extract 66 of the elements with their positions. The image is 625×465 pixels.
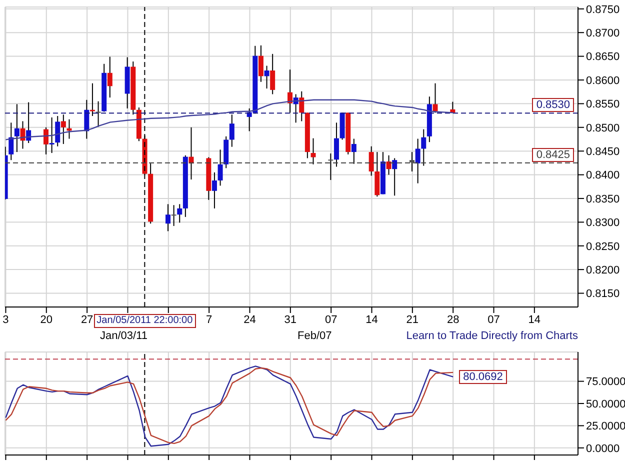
y-tick-label: 0.8700: [586, 27, 620, 40]
x-tick-label: 20: [40, 314, 53, 326]
candlestick: [351, 138, 356, 164]
y-tick-label: 0.8650: [586, 51, 620, 64]
candlestick: [368, 146, 374, 176]
ref-line-label: 0.8530: [532, 98, 574, 112]
x-tick-label: 7: [206, 314, 212, 326]
annotation: 80.0692: [459, 370, 507, 384]
candlestick: [14, 104, 20, 153]
y-tick-label: 0.8750: [586, 4, 620, 16]
candlestick: [218, 149, 223, 186]
candlestick: [212, 172, 217, 209]
candlestick: [49, 116, 54, 154]
candlestick: [270, 53, 276, 95]
candlestick: [374, 152, 380, 198]
x-tick-label: 14: [528, 314, 541, 326]
candlestick: [392, 158, 398, 196]
text: Jan/03/11: [100, 330, 148, 342]
x-tick-label: 07: [324, 314, 338, 326]
x-tick-label: 07: [488, 314, 500, 326]
y-tick-label: 0.8550: [586, 98, 620, 111]
candlestick: [60, 114, 66, 144]
x-tick-label: 27: [80, 314, 94, 326]
candlestick: [96, 100, 101, 128]
y-tick-label: 25.0000: [586, 420, 625, 433]
candlestick: [8, 122, 14, 161]
candlestick: [258, 44, 264, 82]
x-tick-label: 31: [284, 314, 297, 326]
text: Feb/07: [298, 330, 332, 342]
candlestick: [166, 204, 170, 232]
candlestick: [264, 65, 270, 90]
text: Learn to Trade Directly from Charts: [406, 330, 578, 342]
candlestick: [43, 126, 48, 155]
y-tick-label: 0.0000: [586, 442, 620, 455]
x-tick-label: 28: [446, 314, 460, 326]
y-tick-label: 50.0000: [586, 398, 625, 410]
candlestick: [328, 152, 334, 180]
candlestick: [107, 56, 112, 98]
y-tick-label: 0.8300: [586, 217, 620, 230]
x-tick-label: 24: [244, 314, 256, 326]
x-tick-label: 21: [406, 314, 419, 326]
candlestick: [421, 128, 426, 166]
candlestick: [410, 152, 415, 172]
candlestick: [310, 138, 316, 165]
ref-line-label: Jan/05/2011 22:00:00: [94, 314, 196, 328]
candlestick: [415, 138, 420, 184]
candlestick: [229, 114, 234, 148]
candlestick: [334, 122, 339, 168]
y-tick-label: 75.0000: [586, 376, 625, 388]
ref-line-label: 0.8425: [532, 148, 574, 162]
y-tick-label: 0.8250: [586, 240, 620, 253]
candlestick: [386, 154, 392, 176]
candlestick: [55, 116, 60, 147]
candlestick: [432, 82, 438, 114]
candlestick: [90, 82, 95, 117]
candlestick: [177, 204, 182, 224]
y-tick-label: 0.8200: [586, 264, 620, 276]
y-tick-label: 0.8400: [586, 170, 620, 182]
y-tick-label: 0.8350: [586, 193, 620, 206]
y-tick-label: 0.8600: [586, 74, 620, 87]
x-tick-label: 3: [2, 314, 9, 326]
y-tick-label: 0.8450: [586, 146, 620, 158]
y-tick-label: 0.8500: [586, 122, 620, 134]
y-tick-label: 0.8150: [586, 288, 620, 300]
x-tick-label: 14: [366, 314, 378, 326]
candlestick: [171, 204, 176, 226]
